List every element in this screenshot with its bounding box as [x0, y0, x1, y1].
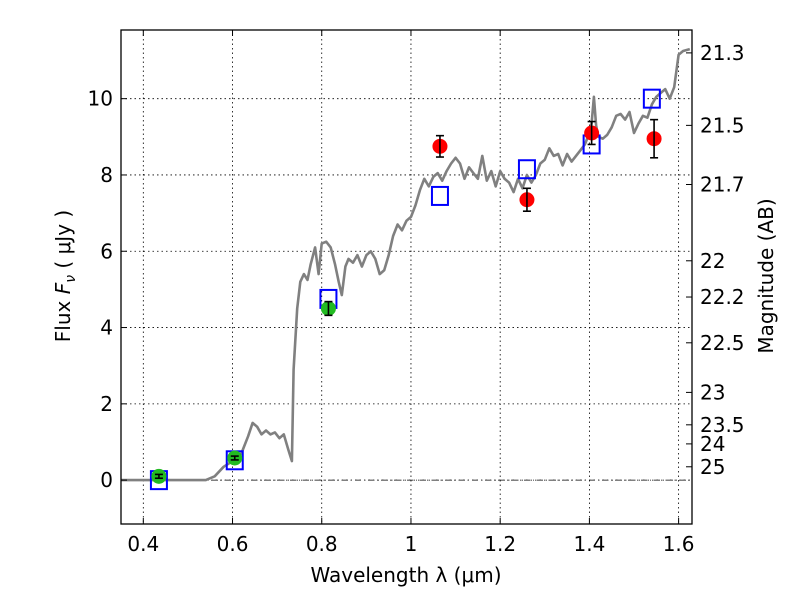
right-tick-label: 23	[700, 380, 725, 404]
right-tick-label: 25	[700, 455, 725, 479]
x-tick-label: 1.2	[484, 532, 516, 556]
right-tick-label: 21.7	[700, 172, 745, 196]
y-axis-ticks: 0 2 4 6 8 10	[88, 87, 127, 492]
model-spectrum-line	[121, 47, 691, 482]
y-tick-label: 10	[88, 87, 113, 111]
y-tick-label: 0	[100, 468, 113, 492]
y-axis-title-prefix: Flux	[51, 294, 75, 342]
y-tick-label: 2	[100, 392, 113, 416]
observed-green-markers	[151, 300, 336, 484]
model-photometry-square	[517, 159, 536, 180]
grid-lines	[121, 30, 692, 524]
y-tick-label: 4	[100, 316, 113, 340]
y-axis-title-suffix: ( μJy )	[51, 210, 75, 275]
right-tick-label: 22	[700, 249, 725, 273]
plot-frame	[120, 29, 693, 525]
model-photometry-square	[430, 185, 449, 206]
x-axis-title: Wavelength λ (μm)	[310, 563, 501, 587]
observed-red-markers	[432, 118, 662, 212]
y-tick-label: 6	[100, 239, 113, 263]
y-axis-title-subscript: ν	[63, 275, 79, 283]
right-tick-label: 24	[700, 432, 725, 456]
right-tick-label: 21.3	[700, 41, 745, 65]
right-tick-label: 21.5	[700, 113, 745, 137]
model-photometry-square	[642, 88, 661, 109]
model-photometry-markers	[149, 88, 661, 491]
right-tick-label: 22.2	[700, 285, 745, 309]
x-tick-label: 1.4	[573, 532, 605, 556]
x-axis-ticks: 0.4 0.6 0.8 1 1.2 1.4 1.6	[127, 30, 695, 556]
right-axis-title: Magnitude (AB)	[754, 198, 778, 353]
x-tick-label: 1	[405, 532, 418, 556]
x-tick-label: 0.6	[217, 532, 249, 556]
x-tick-label: 1.6	[663, 532, 695, 556]
y-tick-label: 8	[100, 163, 113, 187]
right-tick-label: 23.5	[700, 413, 745, 437]
y-axis-title-symbol: F	[51, 282, 75, 294]
x-tick-label: 0.8	[306, 532, 338, 556]
x-tick-label: 0.4	[127, 532, 159, 556]
y-axis-title: Flux Fν ( μJy )	[51, 210, 79, 342]
right-tick-label: 22.5	[700, 331, 745, 355]
model-spectrum	[121, 47, 691, 482]
